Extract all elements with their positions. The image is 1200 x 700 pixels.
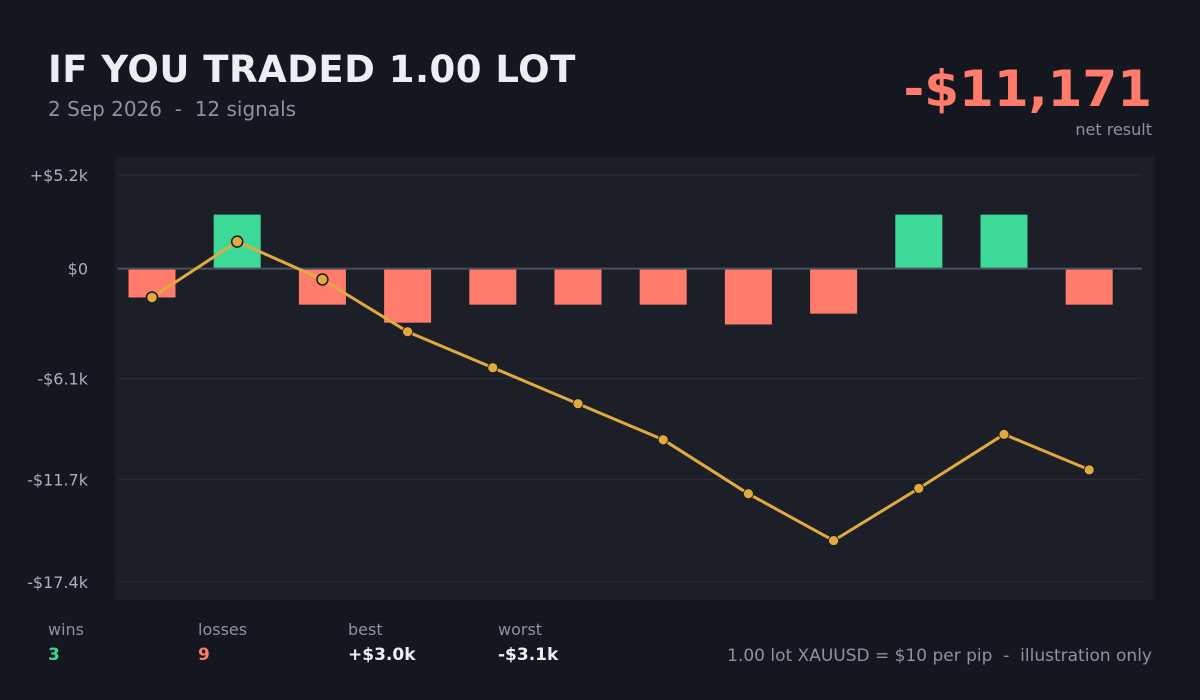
stat-value: -$3.1k: [498, 645, 559, 665]
line-point: [487, 362, 499, 374]
stat-value: 9: [198, 645, 210, 665]
stat-label: worst: [498, 620, 543, 639]
line-point: [402, 326, 414, 338]
line-point: [913, 482, 925, 494]
stat-worst: worst -$3.1k: [498, 620, 638, 665]
line-point: [572, 398, 584, 410]
signal-count: 12 signals: [194, 97, 297, 121]
stat-value: 3: [48, 645, 60, 665]
bar-loss: [724, 268, 772, 325]
y-tick-label: +$5.2k: [30, 166, 89, 185]
stat-best: best +$3.0k: [348, 620, 488, 665]
line-point: [1083, 464, 1095, 476]
stat-losses: losses 9: [198, 620, 338, 665]
y-tick-label: $0: [68, 260, 88, 279]
line-point: [657, 434, 669, 446]
bar-loss: [554, 268, 602, 305]
cumulative-line: [151, 240, 1090, 543]
bar-loss: [384, 268, 432, 323]
net-result-label: net result: [1075, 120, 1152, 139]
subtitle-separator: -: [162, 97, 195, 121]
date-label: 2 Sep 2026: [48, 97, 163, 121]
line-point: [828, 535, 839, 546]
page-subtitle: 2 Sep 2026 - 12 signals: [48, 97, 296, 121]
net-result-value: -$11,171: [903, 60, 1153, 118]
stat-label: best: [348, 620, 383, 639]
stat-label: wins: [48, 620, 85, 639]
line-point: [998, 428, 1010, 440]
bar-loss: [1065, 268, 1113, 305]
footer-note: 1.00 lot XAUUSD = $10 per pip - illustra…: [727, 646, 1152, 666]
line-point: [230, 235, 244, 248]
stat-label: losses: [198, 620, 248, 639]
page-title: IF YOU TRADED 1.00 LOT: [48, 48, 576, 91]
bar-loss: [639, 268, 687, 305]
y-tick-label: -$6.1k: [37, 370, 88, 389]
line-point: [743, 488, 754, 500]
stat-value: +$3.0k: [348, 645, 416, 665]
y-tick-label: -$11.7k: [27, 470, 89, 489]
bar-win: [980, 214, 1028, 269]
y-tick-label: -$17.4k: [27, 573, 89, 592]
bar-loss: [810, 268, 858, 314]
line-point: [145, 291, 159, 304]
stat-wins: wins 3: [48, 620, 188, 665]
line-point: [316, 273, 329, 286]
bar-win: [895, 214, 943, 269]
bar-loss: [469, 268, 517, 305]
